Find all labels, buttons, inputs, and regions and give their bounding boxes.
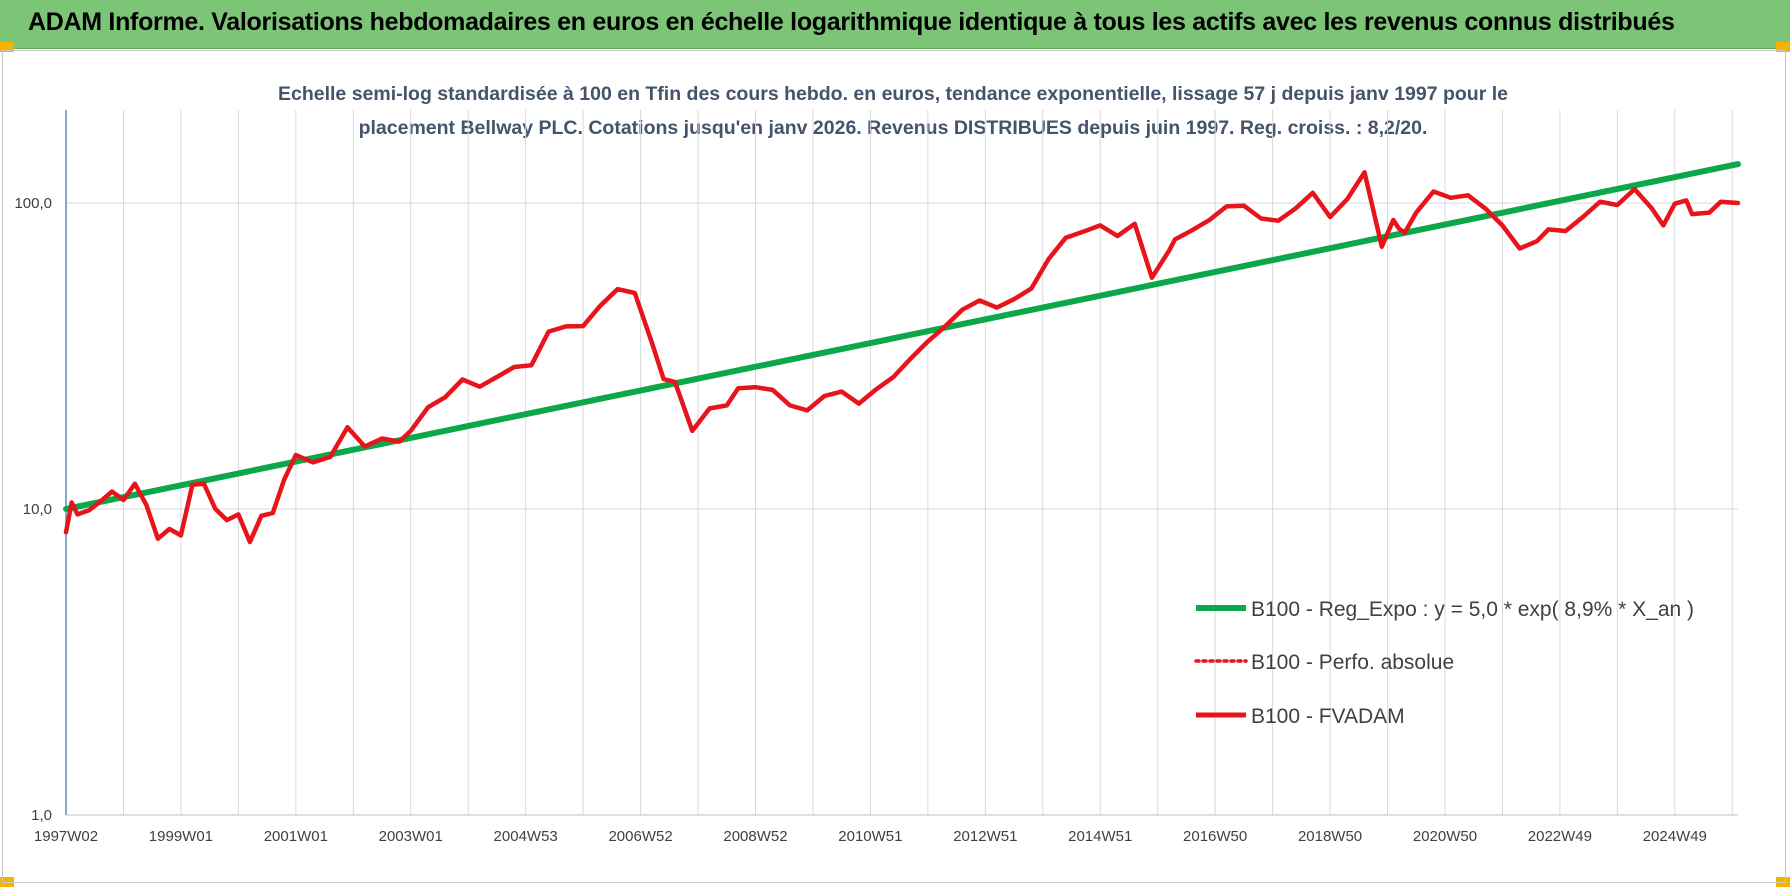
x-tick-label: 1999W01	[149, 828, 213, 845]
legend-entry-label: B100 - FVADAM	[1251, 705, 1405, 728]
y-tick-label: 10,0	[23, 501, 52, 518]
chart-subtitle-line-2: placement Bellway PLC. Cotations jusqu'e…	[359, 117, 1428, 139]
chart-subtitle-line-1: Echelle semi-log standardisée à 100 en T…	[278, 83, 1508, 105]
y-tick-label: 1,0	[31, 807, 52, 824]
legend-entry-label: B100 - Reg_Expo : y = 5,0 * exp( 8,9% * …	[1251, 598, 1694, 621]
series-line-0	[63, 161, 1741, 512]
x-tick-label: 2022W49	[1528, 828, 1592, 845]
x-tick-label: 2012W51	[953, 828, 1017, 845]
axes: 1,0 10,0 100,0 1997W02 1999W01 2001W01 2003W01…	[14, 110, 1738, 845]
series-line-2	[63, 170, 1741, 545]
x-tick-label: 2008W52	[723, 828, 787, 845]
page-title: ADAM Informe. Valorisations hebdomadaire…	[28, 8, 1675, 36]
chart-frame	[2, 50, 1786, 883]
x-tick-label: 2006W52	[608, 828, 672, 845]
x-tick-label: 2014W51	[1068, 828, 1132, 845]
series-layer	[63, 161, 1741, 545]
x-tick-label: 2010W51	[838, 828, 902, 845]
legend-entry-label: B100 - Perfo. absolue	[1251, 651, 1454, 674]
legend: B100 - Reg_Expo : y = 5,0 * exp( 8,9% * …	[1194, 598, 1694, 728]
x-tick-label: 2001W01	[264, 828, 328, 845]
corner-marker-left	[0, 42, 14, 52]
y-tick-label: 100,0	[14, 195, 52, 212]
x-tick-label: 2024W49	[1643, 828, 1707, 845]
title-banner: ADAM Informe. Valorisations hebdomadaire…	[0, 0, 1790, 49]
x-tick-label: 1997W02	[34, 828, 98, 845]
x-tick-label: 2020W50	[1413, 828, 1477, 845]
corner-marker-right	[1776, 42, 1790, 52]
x-tick-label: 2004W53	[494, 828, 558, 845]
x-tick-label: 2016W50	[1183, 828, 1247, 845]
x-tick-label: 2018W50	[1298, 828, 1362, 845]
x-tick-label: 2003W01	[379, 828, 443, 845]
